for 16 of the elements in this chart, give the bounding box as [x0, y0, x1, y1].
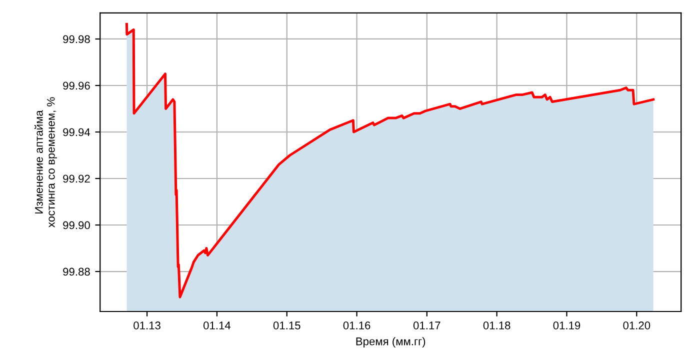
y-tick-label: 99.98 — [63, 35, 90, 44]
x-tick-label: 01.17 — [413, 322, 440, 330]
x-tick-label: 01.15 — [273, 322, 300, 330]
x-tick-label: 01.19 — [553, 322, 580, 330]
y-tick-label: 99.90 — [63, 221, 90, 230]
x-tick-label: 01.13 — [134, 322, 160, 330]
y-tick-label: 99.88 — [63, 268, 90, 276]
x-tick-label: 01.20 — [623, 322, 650, 330]
y-tick-label: 99.92 — [63, 174, 90, 183]
y-axis-title: Изменение аптайма хостинга со временем, % — [34, 97, 58, 228]
y-tick-label: 99.94 — [63, 128, 90, 136]
x-tick-label: 01.16 — [343, 322, 370, 330]
y-tick-label: 99.96 — [63, 82, 90, 90]
x-tick-label: 01.14 — [203, 322, 231, 330]
x-axis-title: Время (мм.гг) — [356, 337, 426, 348]
x-tick-label: 01.18 — [483, 322, 510, 330]
